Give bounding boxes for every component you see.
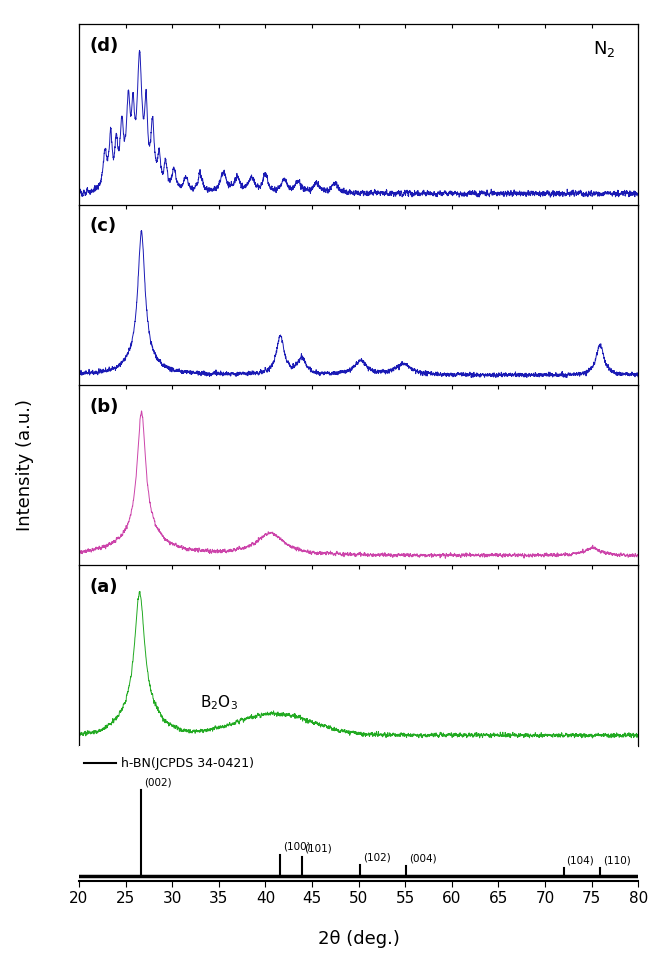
Text: (104): (104) <box>567 856 594 865</box>
Text: N$_2$: N$_2$ <box>594 39 616 59</box>
Text: (d): (d) <box>89 37 118 55</box>
Text: Intensity (a.u.): Intensity (a.u.) <box>16 399 34 530</box>
Text: (110): (110) <box>603 856 630 865</box>
Text: (004): (004) <box>409 853 436 863</box>
Text: 2θ (deg.): 2θ (deg.) <box>318 930 399 948</box>
Text: (102): (102) <box>363 852 391 862</box>
Text: (100): (100) <box>283 842 311 852</box>
Text: (002): (002) <box>144 777 172 787</box>
Text: (c): (c) <box>89 217 116 235</box>
Text: (b): (b) <box>89 398 118 415</box>
Text: h-BN(JCPDS 34-0421): h-BN(JCPDS 34-0421) <box>121 757 254 770</box>
Text: (a): (a) <box>89 578 118 596</box>
Text: B$_2$O$_3$: B$_2$O$_3$ <box>200 693 238 711</box>
Text: (101): (101) <box>305 844 332 854</box>
